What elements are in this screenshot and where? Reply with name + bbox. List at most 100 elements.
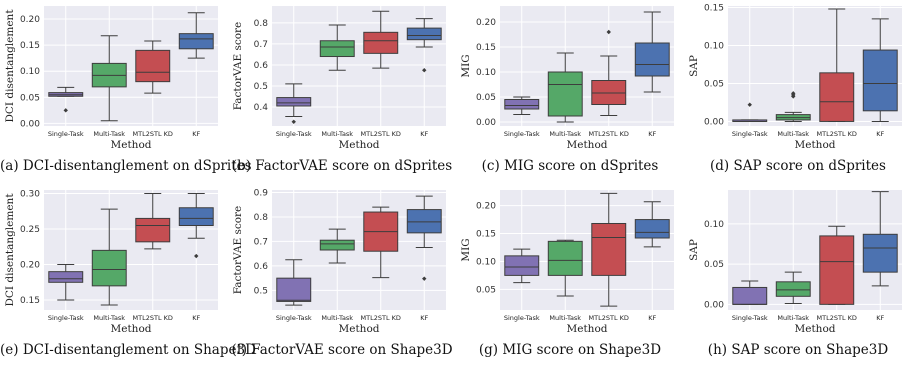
box-iqr	[819, 72, 855, 122]
x-tick-label: MTL2STL KD	[133, 314, 173, 322]
x-tick-label: Single-Task	[276, 314, 312, 322]
y-tick-label: 0.6	[254, 262, 269, 272]
y-tick-label: 0.5	[254, 286, 268, 296]
box-kf	[178, 12, 214, 59]
y-tick-label: 0.5	[254, 82, 268, 92]
flier-point	[791, 91, 796, 96]
box-iqr	[135, 217, 171, 243]
chart-caption: (b) FactorVAE score on dSprites	[231, 158, 453, 174]
x-axis-label: Method	[567, 139, 608, 151]
y-tick-label: 0.05	[20, 93, 40, 103]
flier-point	[422, 68, 427, 73]
y-tick-label: 0.20	[476, 18, 496, 28]
box-kf	[862, 18, 898, 122]
x-axis-label: Method	[339, 323, 380, 335]
chart-panel-5: 0.5 0.6 0.7 0.8 0.9 Single-Task Multi-Task MTL2…	[228, 184, 456, 368]
x-tick-label: Single-Task	[48, 314, 84, 322]
flier-point	[194, 253, 199, 259]
y-tick-label: 0.15	[476, 230, 496, 240]
x-tick-label: KF	[192, 314, 200, 322]
box-kf	[634, 201, 670, 248]
y-tick-label: 0.05	[704, 260, 724, 270]
x-tick-label: Multi-Task	[549, 314, 581, 322]
chart-panel-6: 0.05 0.10 0.15 0.20 Single-Task Multi-Task MTL…	[456, 184, 684, 368]
box-multi-task	[91, 208, 127, 306]
x-tick-label: Single-Task	[732, 314, 768, 322]
x-tick-label: MTL2STL KD	[817, 130, 857, 138]
chart-svg: 0.00 0.05 0.10 0.15 0.20 Single-Task Multi-Tas…	[4, 6, 218, 151]
chart-svg: 0.15 0.20 0.25 0.30 Single-Task Multi-Task MTL…	[4, 190, 218, 335]
y-tick-label: 0.15	[704, 4, 724, 14]
y-tick-label: 0.15	[20, 296, 40, 306]
y-tick-label: 0.8	[254, 19, 269, 29]
box-mtl2stl-kd	[135, 193, 171, 250]
x-tick-label: Single-Task	[504, 130, 540, 138]
box-iqr	[91, 249, 127, 287]
x-tick-label: Multi-Task	[321, 314, 353, 322]
flier-point	[422, 276, 427, 281]
box-iqr	[319, 239, 355, 251]
box-iqr	[135, 49, 171, 83]
box-multi-task	[319, 24, 355, 71]
x-tick-label: Multi-Task	[777, 314, 809, 322]
x-tick-label: Single-Task	[48, 130, 84, 138]
box-iqr	[819, 235, 855, 305]
chart-caption: (a) DCI-disentanglement on dSprites	[0, 158, 252, 174]
box-mtl2stl-kd	[591, 192, 627, 307]
y-axis-label: FactorVAE score	[232, 206, 244, 295]
y-tick-label: 0.10	[476, 257, 496, 267]
plot-background	[500, 190, 674, 310]
y-tick-label: 0.00	[476, 118, 496, 128]
y-axis-label: SAP	[688, 55, 700, 77]
chart-panel-4: 0.15 0.20 0.25 0.30 Single-Task Multi-Task MTL…	[0, 184, 256, 368]
y-tick-label: 0.10	[476, 68, 496, 78]
chart-svg: 0.4 0.5 0.6 0.7 0.8 Single-Task Multi-Task MTL2…	[232, 6, 446, 151]
box-multi-task	[547, 239, 583, 297]
x-tick-label: KF	[648, 130, 656, 138]
box-single-task	[276, 259, 312, 306]
y-tick-label: 0.10	[704, 41, 724, 51]
box-single-task	[276, 83, 312, 124]
box-kf	[178, 193, 214, 259]
x-axis-label: Method	[795, 139, 836, 151]
y-tick-label: 0.20	[20, 15, 40, 25]
x-tick-label: Multi-Task	[93, 314, 125, 322]
box-mtl2stl-kd	[363, 206, 399, 279]
box-multi-task	[319, 228, 355, 264]
x-tick-label: Multi-Task	[321, 130, 353, 138]
x-tick-label: Multi-Task	[777, 130, 809, 138]
box-iqr	[406, 209, 442, 234]
x-tick-label: Multi-Task	[549, 130, 581, 138]
box-iqr	[276, 97, 312, 107]
chart-caption: (g) MIG score on Shape3D	[478, 342, 662, 358]
y-tick-label: 0.00	[704, 117, 724, 127]
y-tick-label: 0.05	[476, 93, 496, 103]
chart-caption: (c) MIG score on dSprites	[481, 158, 659, 174]
y-axis-label: DCI disentanglement	[4, 9, 16, 123]
box-iqr	[634, 42, 670, 77]
y-tick-label: 0.6	[254, 61, 269, 71]
y-tick-label: 0.7	[254, 40, 268, 50]
box-multi-task	[775, 271, 811, 305]
x-tick-label: KF	[876, 314, 884, 322]
box-mtl2stl-kd	[819, 225, 855, 305]
y-tick-label: 0.8	[254, 213, 269, 223]
chart-svg: 0.5 0.6 0.7 0.8 0.9 Single-Task Multi-Task MTL2…	[232, 188, 446, 335]
y-tick-label: 0.05	[476, 285, 496, 295]
x-axis-label: Method	[111, 139, 152, 151]
y-tick-label: 0.10	[20, 67, 40, 77]
y-tick-label: 0.7	[254, 237, 268, 247]
box-single-task	[48, 86, 84, 113]
x-tick-label: MTL2STL KD	[133, 130, 173, 138]
y-tick-label: 0.10	[704, 220, 724, 230]
plot-background	[44, 6, 218, 126]
box-mtl2stl-kd	[363, 10, 399, 69]
box-single-task	[48, 264, 84, 301]
x-tick-label: MTL2STL KD	[589, 314, 629, 322]
x-axis-label: Method	[339, 139, 380, 151]
box-iqr	[276, 277, 312, 302]
box-iqr	[178, 207, 214, 227]
box-iqr	[775, 281, 811, 297]
flier-point	[291, 119, 296, 124]
y-tick-label: 0.05	[704, 79, 724, 89]
